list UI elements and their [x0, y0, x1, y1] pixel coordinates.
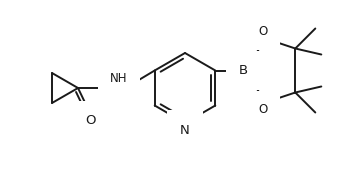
Text: O: O [85, 115, 95, 127]
Text: B: B [239, 64, 248, 77]
Text: O: O [259, 103, 268, 116]
Text: O: O [259, 25, 268, 38]
Text: NH: NH [110, 71, 128, 84]
Text: N: N [180, 124, 190, 137]
